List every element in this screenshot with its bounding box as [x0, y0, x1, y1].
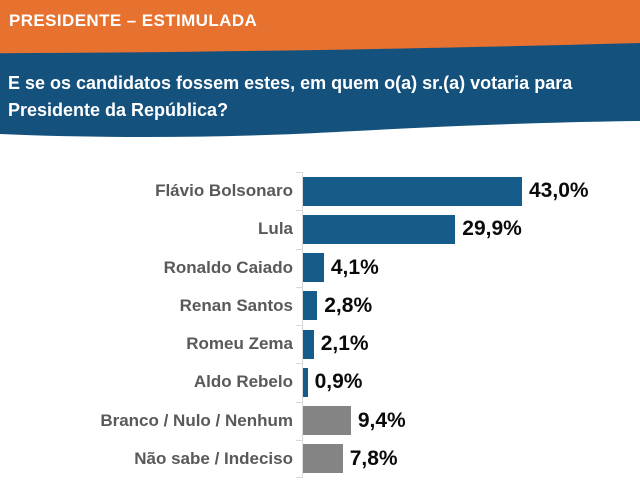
chart-row: Romeu Zema 2,1% — [0, 325, 640, 363]
bar — [303, 291, 318, 321]
bar-zone: 2,8% — [302, 287, 372, 325]
value-label: 2,8% — [324, 293, 373, 317]
value-label: 43,0% — [529, 179, 589, 202]
header-band-orange-shape — [0, 0, 640, 54]
bar-zone: 7,8% — [302, 440, 398, 478]
bar — [303, 444, 343, 474]
poll-bar-chart: Flávio Bolsonaro 43,0% Lula 29,9% Ronaldo Ca… — [0, 172, 640, 478]
bar-zone: 4,1% — [302, 249, 379, 287]
chart-row: Aldo Rebelo 0,9% — [0, 363, 640, 401]
chart-row: Branco / Nulo / Nenhum 9,4% — [0, 402, 640, 440]
chart-row: Lula 29,9% — [0, 210, 640, 248]
page-title: PRESIDENTE – ESTIMULADA — [9, 11, 258, 30]
axis-tick — [296, 248, 302, 250]
category-label: Não sabe / Indeciso — [134, 448, 293, 468]
chart-row: Não sabe / Indeciso 7,8% — [0, 440, 640, 478]
bar — [303, 253, 324, 282]
chart-row: Flávio Bolsonaro 43,0% — [0, 172, 640, 210]
bar-zone: 0,9% — [302, 363, 362, 401]
category-label: Ronaldo Caiado — [163, 257, 293, 277]
axis-tick — [296, 286, 302, 288]
value-label: 7,8% — [349, 446, 398, 470]
axis-tick — [296, 210, 302, 212]
bar-zone: 9,4% — [302, 402, 406, 440]
bar — [303, 176, 522, 206]
bar-zone: 43,0% — [302, 172, 589, 210]
value-label: 0,9% — [314, 370, 363, 394]
bar — [303, 406, 351, 435]
category-label: Aldo Rebelo — [193, 372, 293, 392]
value-label: 9,4% — [357, 408, 406, 432]
axis-tick — [296, 439, 302, 441]
axis-tick — [296, 172, 302, 173]
question-band-navy-shape — [0, 40, 640, 138]
category-label: Renan Santos — [179, 295, 293, 315]
axis-tick — [296, 401, 302, 403]
survey-question: E se os candidatos fossem estes, em quem… — [8, 73, 573, 120]
value-label: 29,9% — [462, 217, 522, 241]
category-axis-line — [302, 172, 303, 478]
chart-row: Renan Santos 2,8% — [0, 287, 640, 325]
header-banner: PRESIDENTE – ESTIMULADA E se os candidat… — [0, 0, 640, 150]
axis-tick — [296, 325, 302, 326]
value-label: 4,1% — [330, 255, 379, 279]
category-label: Flávio Bolsonaro — [155, 181, 293, 200]
bar — [303, 214, 456, 244]
axis-tick — [296, 477, 302, 478]
value-label: 2,1% — [320, 332, 369, 355]
header-wave-graphic — [0, 0, 640, 138]
chart-row: Ronaldo Caiado 4,1% — [0, 249, 640, 287]
bar — [303, 367, 308, 397]
category-label: Branco / Nulo / Nenhum — [100, 410, 293, 430]
bar-zone: 29,9% — [302, 210, 522, 248]
category-label: Lula — [258, 219, 293, 239]
bar-zone: 2,1% — [302, 325, 369, 363]
category-label: Romeu Zema — [186, 334, 293, 353]
axis-tick — [296, 363, 302, 365]
bar — [303, 329, 314, 359]
